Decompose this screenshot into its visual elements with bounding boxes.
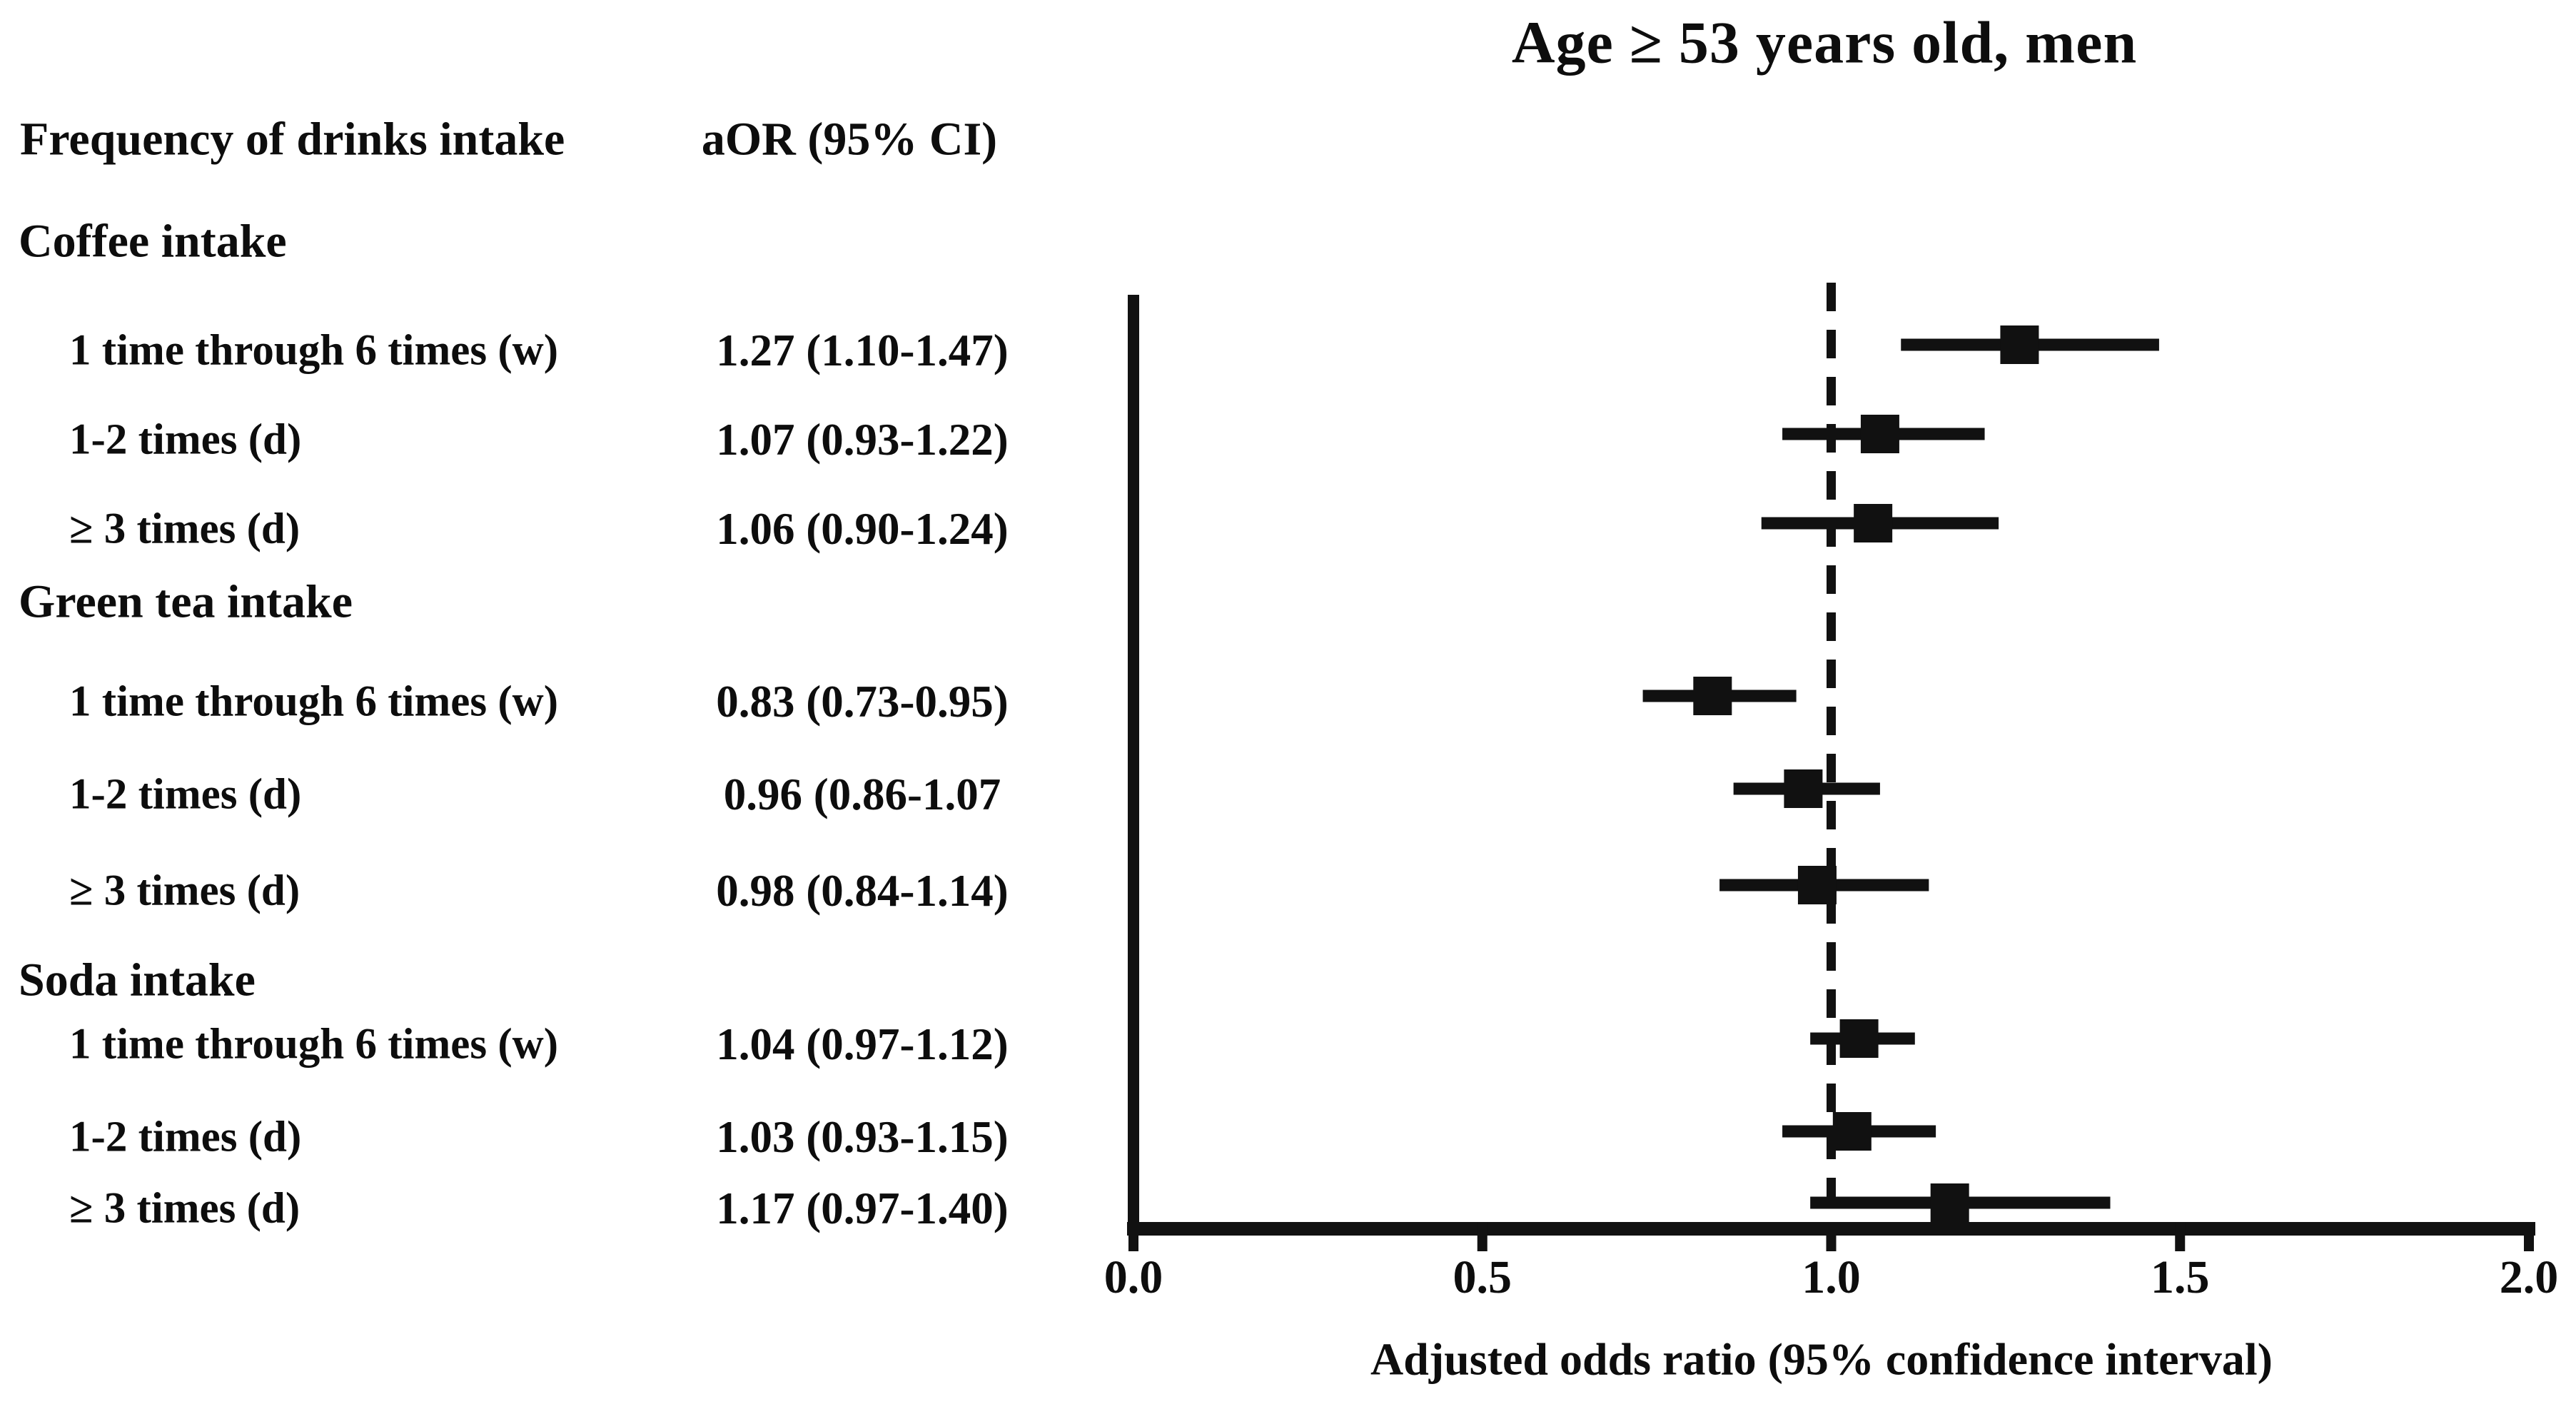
row-label: ≥ 3 times (d) <box>69 867 300 915</box>
column-header-aor: aOR (95% CI) <box>701 113 998 166</box>
x-axis-tick-label: 2.0 <box>2499 1251 2559 1303</box>
section-label: Soda intake <box>19 954 256 1006</box>
x-axis-tick <box>1477 1222 1487 1251</box>
row-aor-value: 1.27 (1.10-1.47) <box>716 325 1009 376</box>
figure-title: Age ≥ 53 years old, men <box>1511 9 2138 76</box>
x-axis-tick <box>2524 1222 2534 1251</box>
x-axis-tick-label: 0.0 <box>1103 1251 1163 1303</box>
row-label: 1 time through 6 times (w) <box>69 326 559 375</box>
y-axis-line <box>1128 295 1139 1236</box>
aor-marker <box>1854 504 1893 542</box>
aor-marker <box>1784 769 1823 808</box>
section-label: Green tea intake <box>19 575 353 628</box>
aor-marker <box>1839 1019 1879 1058</box>
row-aor-value: 0.96 (0.86-1.07 <box>723 769 1001 820</box>
row-label: 1-2 times (d) <box>69 1113 302 1161</box>
x-axis-tick-label: 0.5 <box>1453 1251 1512 1303</box>
aor-marker <box>2000 325 2039 364</box>
row-label: ≥ 3 times (d) <box>69 505 300 553</box>
x-axis-label: Adjusted odds ratio (95% confidence inte… <box>1370 1333 2273 1385</box>
row-aor-value: 1.17 (0.97-1.40) <box>716 1183 1009 1234</box>
row-label: ≥ 3 times (d) <box>69 1184 300 1233</box>
row-aor-value: 0.83 (0.73-0.95) <box>716 677 1009 727</box>
aor-marker <box>1797 866 1837 904</box>
x-axis-tick <box>1128 1222 1138 1251</box>
row-aor-value: 1.07 (0.93-1.22) <box>716 415 1009 465</box>
row-label: 1-2 times (d) <box>69 415 302 464</box>
x-axis-tick <box>2175 1222 2186 1251</box>
x-axis-tick-label: 1.0 <box>1802 1251 1861 1303</box>
row-aor-value: 1.03 (0.93-1.15) <box>716 1112 1009 1163</box>
row-label: 1-2 times (d) <box>69 770 302 819</box>
column-header-frequency: Frequency of drinks intake <box>20 113 565 166</box>
row-aor-value: 1.06 (0.90-1.24) <box>716 504 1009 555</box>
row-aor-value: 0.98 (0.84-1.14) <box>716 866 1009 916</box>
aor-marker <box>1930 1183 1969 1222</box>
x-axis-tick-label: 1.5 <box>2151 1251 2210 1303</box>
row-label: 1 time through 6 times (w) <box>69 1020 559 1069</box>
row-aor-value: 1.04 (0.97-1.12) <box>716 1019 1009 1070</box>
aor-marker <box>1860 415 1899 453</box>
x-axis-tick <box>1826 1222 1837 1251</box>
row-label: 1 time through 6 times (w) <box>69 677 559 726</box>
aor-marker <box>1832 1112 1872 1151</box>
section-label: Coffee intake <box>19 215 287 268</box>
aor-marker <box>1693 677 1732 715</box>
